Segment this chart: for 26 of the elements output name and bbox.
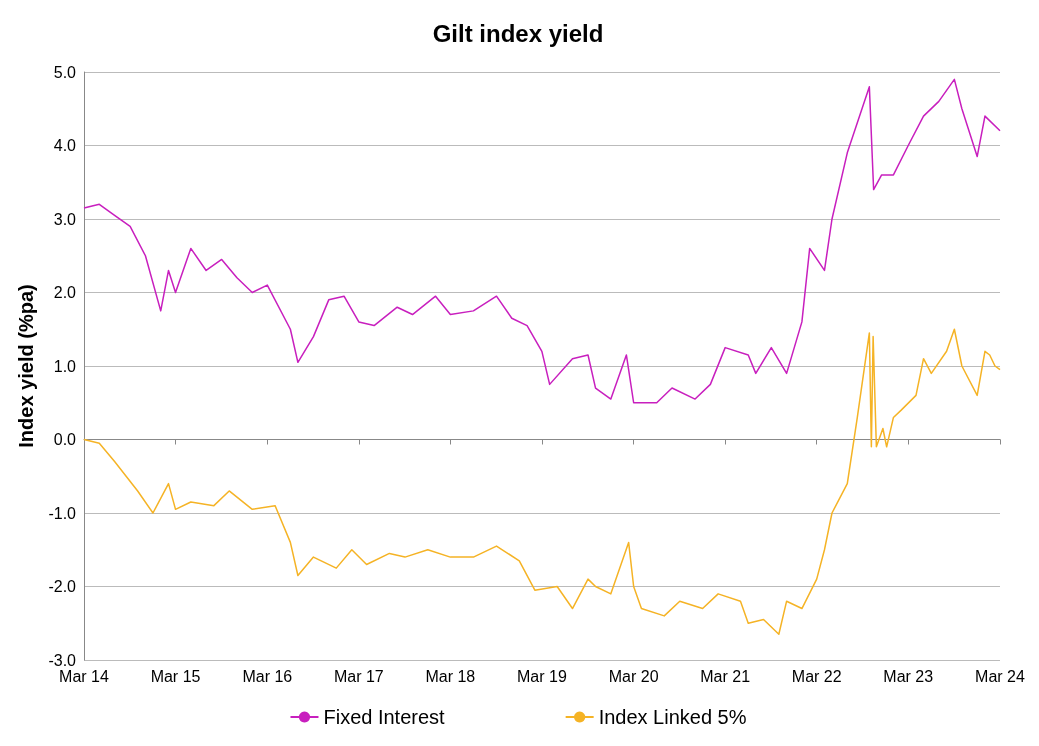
y-tick-label: 0.0 — [53, 431, 77, 448]
x-tick-label: Mar 20 — [608, 667, 659, 685]
x-tick-label: Mar 17 — [333, 667, 384, 685]
x-tick-label: Mar 21 — [700, 667, 751, 685]
x-tick-label: Mar 23 — [883, 667, 934, 685]
x-tick-label: Mar 18 — [425, 667, 476, 685]
y-tick-label: -2.0 — [48, 578, 77, 595]
y-tick-label: 3.0 — [53, 210, 77, 228]
y-tick-label: -1.0 — [48, 504, 77, 522]
y-tick-label: 4.0 — [53, 137, 77, 154]
chart-title: Gilt index yield — [432, 19, 604, 47]
legend-label: Index Linked 5% — [598, 706, 747, 728]
x-tick-label: Mar 16 — [242, 667, 293, 685]
legend-label: Fixed Interest — [323, 706, 446, 728]
y-tick-label: 2.0 — [53, 284, 77, 301]
x-tick-label: Mar 19 — [516, 667, 567, 685]
x-tick-label: Mar 15 — [150, 667, 201, 685]
x-tick-label: Mar 22 — [791, 667, 842, 685]
y-tick-label: -3.0 — [48, 651, 77, 669]
x-tick-label: Mar 24 — [975, 667, 1025, 685]
y-axis-title: Index yield (%pa) — [15, 284, 37, 448]
y-tick-label: 1.0 — [53, 357, 77, 375]
line-series — [83, 78, 1001, 404]
x-tick-label: Mar 14 — [59, 667, 109, 685]
line-series — [83, 328, 1001, 636]
y-tick-label: 5.0 — [53, 63, 77, 81]
